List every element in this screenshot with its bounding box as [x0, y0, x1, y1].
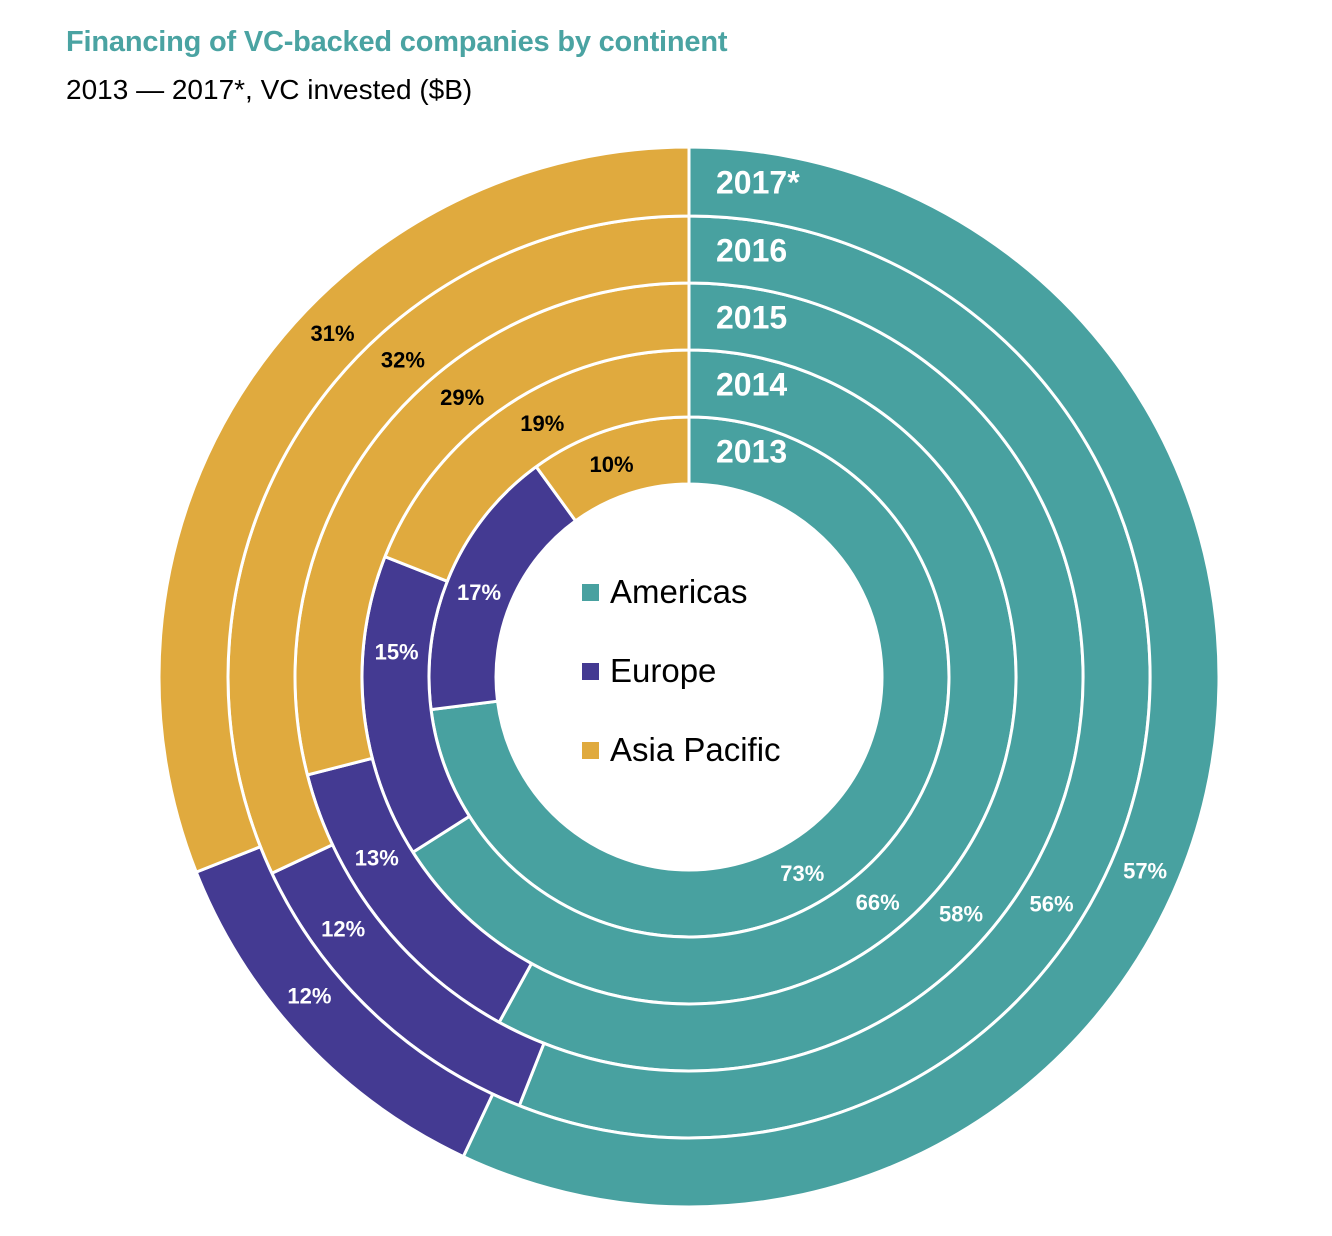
legend-label-americas: Americas	[610, 573, 748, 610]
legend-label-asia-pacific: Asia Pacific	[610, 731, 781, 768]
legend-item-americas: Americas	[582, 572, 781, 612]
value-label-2017-europe: 12%	[287, 984, 331, 1009]
value-label-2016-europe: 12%	[321, 916, 365, 941]
value-label-2014-asia-pacific: 19%	[520, 411, 564, 436]
year-label-2015: 2015	[716, 300, 787, 336]
value-label-2013-americas: 73%	[780, 861, 824, 886]
legend-swatch-asia-pacific	[582, 741, 599, 759]
legend-item-asia-pacific: Asia Pacific	[582, 730, 781, 770]
legend-item-europe: Europe	[582, 651, 781, 691]
legend-swatch-europe	[582, 662, 599, 680]
slice-2017-asia-pacific	[157, 145, 691, 875]
value-label-2016-asia-pacific: 32%	[381, 347, 425, 372]
legend-label-europe: Europe	[610, 652, 717, 689]
value-label-2017-asia-pacific: 31%	[311, 321, 355, 346]
year-label-2017: 2017*	[716, 165, 800, 201]
slice-2017-americas	[461, 145, 1221, 1209]
value-label-2016-americas: 56%	[1030, 892, 1074, 917]
legend-swatch-americas	[582, 583, 599, 601]
chart-title: Financing of VC-backed companies by cont…	[66, 26, 728, 58]
slices-group	[157, 145, 1221, 1209]
value-label-2017-americas: 57%	[1123, 859, 1167, 884]
value-label-2013-europe: 17%	[457, 580, 501, 605]
value-label-2014-americas: 66%	[856, 890, 900, 915]
value-label-2014-europe: 15%	[375, 639, 419, 664]
year-label-2014: 2014	[716, 367, 787, 403]
year-label-2013: 2013	[716, 434, 787, 470]
chart-subtitle: 2013 — 2017*, VC invested ($B)	[66, 74, 473, 105]
year-label-2016: 2016	[716, 233, 787, 269]
value-label-2013-asia-pacific: 10%	[590, 452, 634, 477]
value-label-2015-europe: 13%	[355, 845, 399, 870]
value-label-2015-americas: 58%	[939, 902, 983, 927]
labels-group: 73% 17% 10% 2013 66% 15% 19% 2014 58% 13% 29% 2015 5…	[287, 165, 1167, 1009]
legend: Americas Europe Asia Pacific	[582, 572, 781, 809]
value-label-2015-asia-pacific: 29%	[440, 385, 484, 410]
